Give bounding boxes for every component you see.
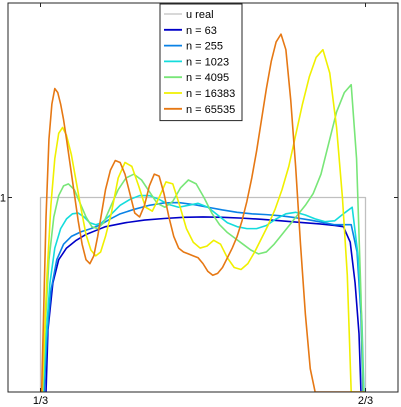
x-tick-label: 2/3 [358, 395, 373, 407]
legend-label: n = 255 [186, 41, 223, 53]
legend-box [159, 3, 243, 122]
legend-label: n = 65535 [186, 104, 235, 116]
legend: u real n = 63 n = 255 n = 1023 n = 4095 n = 1… [159, 3, 243, 122]
y-tick-label: 1 [0, 193, 6, 205]
series-line-n-63 [45, 216, 362, 392]
x-tick-label: 1/3 [33, 395, 48, 407]
series-line-n-4095 [41, 83, 365, 392]
legend-label: n = 4095 [186, 72, 229, 84]
legend-label: u real [186, 9, 214, 21]
axis-ticks: 1/3 2/3 1 [0, 3, 398, 407]
legend-label: n = 16383 [186, 88, 235, 100]
plot-area [39, 33, 367, 392]
legend-label: n = 63 [186, 25, 217, 37]
series-line-n-1023 [42, 194, 365, 392]
series-line-n-16383 [41, 48, 365, 392]
series-line-n-65535 [40, 33, 366, 392]
legend-label: n = 1023 [186, 56, 229, 68]
series-line-u-real [39, 196, 367, 392]
series-line-n-255 [43, 201, 364, 392]
